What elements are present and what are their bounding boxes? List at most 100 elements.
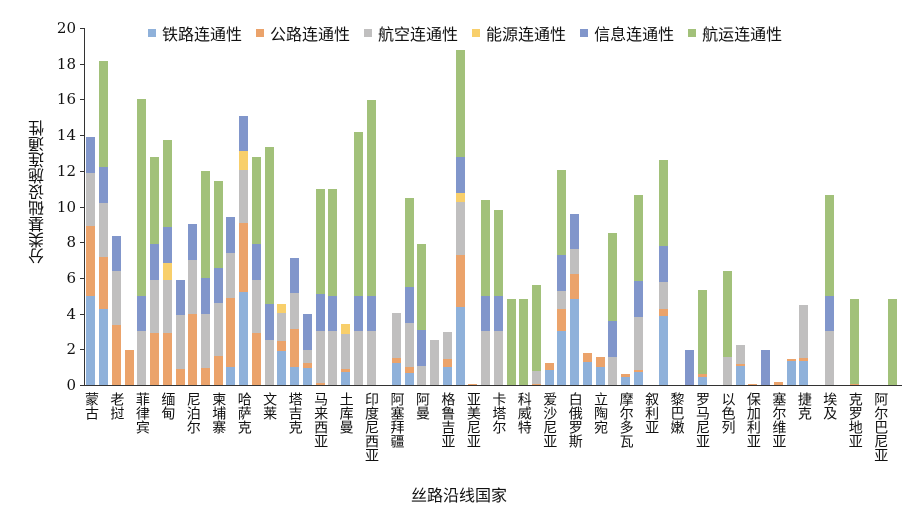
- y-tick: [80, 99, 84, 101]
- bar-segment: [277, 303, 287, 314]
- bar-segment: [99, 309, 109, 385]
- bar-segment: [799, 358, 809, 362]
- bar-segment: [315, 188, 325, 294]
- x-tick-label: 克罗地亚: [846, 392, 863, 448]
- x-tick-label: 叙利亚: [643, 392, 660, 434]
- bar-segment: [633, 316, 643, 370]
- y-tick: [80, 277, 84, 279]
- bar-segment: [455, 202, 465, 256]
- bar-segment: [735, 363, 745, 366]
- x-tick-label: 阿尔巴尼亚: [872, 392, 889, 462]
- legend-item: 航运连通性: [688, 21, 782, 45]
- bar-segment: [302, 367, 312, 385]
- bar-segment: [290, 293, 300, 329]
- bar-segment: [570, 299, 580, 385]
- y-tick: [80, 28, 84, 29]
- bar-segment: [277, 341, 287, 352]
- x-axis-title: 丝路沿线国家: [410, 486, 507, 505]
- bar-segment: [850, 298, 860, 384]
- bar-segment: [162, 227, 172, 263]
- legend-swatch: [472, 29, 481, 37]
- bar-segment: [519, 298, 529, 385]
- y-tick-label: 12: [56, 161, 76, 180]
- bar-segment: [124, 350, 134, 385]
- bar-segment: [302, 363, 312, 368]
- bar-segment: [226, 252, 236, 299]
- y-tick: [80, 385, 84, 386]
- bar-segment: [824, 195, 834, 296]
- legend-swatch: [148, 29, 156, 37]
- bar-segment: [239, 292, 249, 385]
- bar-segment: [162, 139, 172, 228]
- y-tick: [80, 135, 84, 137]
- bar-segment: [493, 331, 503, 385]
- bar-segment: [150, 333, 160, 385]
- bar-segment: [86, 172, 96, 227]
- bar-segment: [608, 356, 618, 385]
- bar-segment: [722, 356, 732, 385]
- y-axis-line: [84, 28, 85, 385]
- bar-segment: [391, 358, 401, 364]
- bar-segment: [251, 157, 261, 244]
- bar-segment: [442, 331, 452, 359]
- legend-swatch: [364, 29, 373, 37]
- bar-segment: [239, 115, 249, 151]
- bar-segment: [557, 330, 567, 385]
- x-tick-label: 黎巴嫩: [668, 392, 685, 434]
- bar-segment: [150, 157, 160, 244]
- bar-segment: [302, 350, 312, 364]
- bar-segment: [417, 330, 427, 367]
- bar-segment: [341, 323, 351, 334]
- bar-segment: [735, 344, 745, 364]
- legend-item: 能源连通性: [472, 21, 566, 45]
- x-tick-label: 柬埔寨: [210, 392, 227, 434]
- bar-segment: [799, 305, 809, 359]
- x-tick-label: 文莱: [261, 392, 278, 420]
- x-tick-label: 印度尼西亚: [363, 392, 380, 462]
- x-tick-label: 白俄罗斯: [566, 392, 583, 448]
- bar-segment: [213, 303, 223, 356]
- bar-segment: [659, 281, 669, 309]
- bar-segment: [659, 160, 669, 246]
- bar-segment: [366, 99, 376, 296]
- bar-segment: [570, 273, 580, 300]
- legend-item: 公路连通性: [256, 21, 350, 45]
- bar-segment: [621, 373, 631, 377]
- bar-segment: [404, 323, 414, 367]
- bar-segment: [251, 279, 261, 334]
- bar-segment: [226, 298, 236, 368]
- bar-segment: [264, 340, 274, 385]
- x-tick-label: 捷克: [795, 392, 812, 420]
- bar-segment: [850, 383, 860, 385]
- bar-segment: [315, 383, 325, 385]
- bar-segment: [137, 331, 147, 385]
- x-tick-label: 塔吉克: [286, 392, 303, 434]
- bar-segment: [86, 295, 96, 385]
- bar-segment: [99, 256, 109, 310]
- legend-swatch: [256, 29, 265, 37]
- bar-segment: [201, 171, 211, 279]
- bar-segment: [786, 358, 796, 362]
- bar-segment: [99, 203, 109, 257]
- bar-segment: [264, 146, 274, 305]
- bar-segment: [391, 312, 401, 359]
- x-axis-line: [84, 385, 902, 386]
- x-tick-label: 阿曼: [413, 392, 430, 420]
- bar-segment: [404, 373, 414, 385]
- bar-segment: [659, 245, 669, 282]
- bar-segment: [417, 366, 427, 385]
- bar-segment: [544, 370, 554, 385]
- bar-segment: [201, 278, 211, 315]
- bar-segment: [506, 298, 516, 385]
- bar-segment: [570, 249, 580, 274]
- bar-segment: [608, 320, 618, 357]
- bar-segment: [697, 290, 707, 374]
- y-tick-label: 14: [56, 126, 76, 145]
- bar-segment: [162, 262, 172, 280]
- bar-segment: [455, 192, 465, 203]
- x-tick-label: 埃及: [821, 392, 838, 420]
- bar-segment: [557, 255, 567, 291]
- x-tick-label: 尼泊尔: [184, 392, 201, 434]
- bar-segment: [481, 295, 491, 332]
- bar-segment: [455, 255, 465, 307]
